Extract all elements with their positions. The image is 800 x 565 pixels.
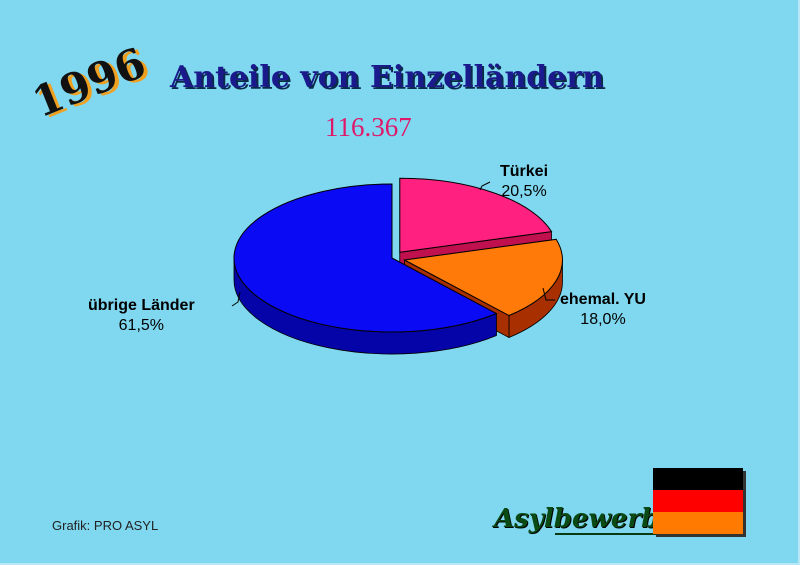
flag-stripe-black <box>653 468 743 490</box>
flag-stripe-gold <box>653 512 743 534</box>
slice-label-yu: ehemal. YU 18,0% <box>560 290 646 330</box>
slice-value-tuerkei: 20,5% <box>501 183 547 200</box>
slice-value-uebrige: 61,5% <box>118 317 165 334</box>
pie-slice-1 <box>402 238 563 317</box>
slice-name-uebrige: übrige Länder <box>88 297 195 314</box>
slice-value-yu: 18,0% <box>580 311 626 328</box>
leader-line-0 <box>479 181 491 191</box>
brand-underline <box>555 533 673 535</box>
leader-line-1 <box>542 287 555 301</box>
slice-name-yu: ehemal. YU <box>560 291 646 308</box>
chart-title: Anteile von Einzelländern <box>170 60 604 95</box>
pie-slice-0 <box>399 177 553 253</box>
slice-label-tuerkei: Türkei 20,5% <box>500 162 548 202</box>
german-flag-icon <box>653 468 743 534</box>
slice-name-tuerkei: Türkei <box>500 163 549 180</box>
leader-line-2 <box>231 291 241 307</box>
pie-slice-2 <box>233 183 498 333</box>
flag-stripe-red <box>653 490 743 512</box>
total-count: 116.367 <box>325 112 412 142</box>
slice-label-uebrige: übrige Länder 61,5% <box>88 296 195 336</box>
credit-text: Grafik: PRO ASYL <box>52 518 159 533</box>
